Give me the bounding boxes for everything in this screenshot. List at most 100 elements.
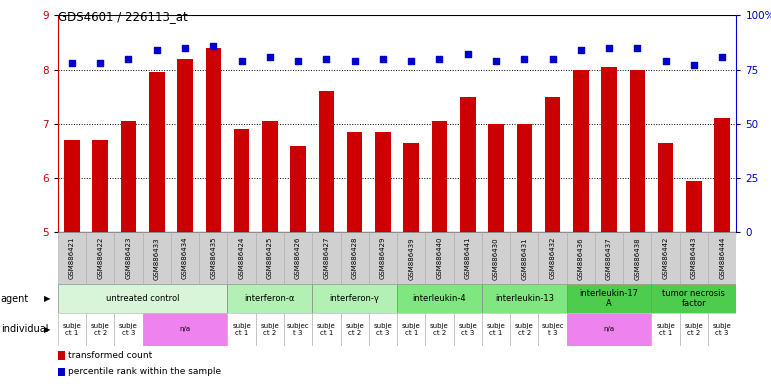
Point	[547, 56, 559, 62]
Bar	[708, 313, 736, 346]
Text: GSM886443: GSM886443	[691, 237, 697, 280]
Text: agent: agent	[1, 293, 29, 304]
Bar	[64, 140, 79, 232]
Text: GSM886444: GSM886444	[719, 237, 726, 280]
Point	[433, 56, 446, 62]
Bar	[538, 313, 567, 346]
Point	[574, 47, 587, 53]
Bar	[256, 232, 284, 284]
Bar	[488, 124, 503, 232]
Bar	[686, 181, 702, 232]
Point	[518, 56, 530, 62]
Bar	[206, 48, 221, 232]
Bar	[177, 59, 193, 232]
Bar	[58, 368, 66, 376]
Point	[348, 58, 361, 64]
Bar	[227, 284, 312, 313]
Text: subje
ct 2: subje ct 2	[685, 323, 703, 336]
Point	[264, 53, 276, 60]
Bar	[318, 91, 334, 232]
Bar	[58, 313, 86, 346]
Text: interleukin-4: interleukin-4	[412, 294, 466, 303]
Text: GSM886425: GSM886425	[267, 237, 273, 280]
Bar	[680, 232, 708, 284]
Point	[320, 56, 332, 62]
Bar	[715, 118, 730, 232]
Point	[659, 58, 672, 64]
Text: interleukin-13: interleukin-13	[495, 294, 554, 303]
Bar	[680, 313, 708, 346]
Bar	[341, 313, 369, 346]
Bar	[58, 232, 86, 284]
Bar	[708, 232, 736, 284]
Bar	[199, 232, 227, 284]
Point	[603, 45, 615, 51]
Text: GSM886423: GSM886423	[126, 237, 132, 280]
Point	[94, 60, 106, 66]
Bar	[567, 232, 595, 284]
Text: GSM886422: GSM886422	[97, 237, 103, 280]
Text: subje
ct 3: subje ct 3	[120, 323, 138, 336]
Bar	[517, 124, 532, 232]
Text: subje
ct 1: subje ct 1	[402, 323, 420, 336]
Bar	[651, 313, 680, 346]
Text: untreated control: untreated control	[106, 294, 180, 303]
Point	[490, 58, 502, 64]
Bar	[397, 284, 482, 313]
Text: interferon-γ: interferon-γ	[330, 294, 379, 303]
Bar	[341, 232, 369, 284]
Point	[688, 62, 700, 68]
Bar	[510, 232, 538, 284]
Text: GSM886437: GSM886437	[606, 237, 612, 280]
Text: GSM886426: GSM886426	[295, 237, 301, 280]
Bar	[630, 70, 645, 232]
Bar	[312, 232, 341, 284]
Point	[377, 56, 389, 62]
Text: subje
ct 3: subje ct 3	[374, 323, 392, 336]
Text: subje
ct 3: subje ct 3	[459, 323, 477, 336]
Bar	[453, 313, 482, 346]
Point	[716, 53, 729, 60]
Bar	[149, 72, 164, 232]
Bar	[482, 232, 510, 284]
Bar	[312, 284, 397, 313]
Bar	[538, 232, 567, 284]
Bar	[623, 232, 651, 284]
Bar	[121, 121, 136, 232]
Bar	[58, 284, 227, 313]
Point	[66, 60, 78, 66]
Text: GSM886428: GSM886428	[352, 237, 358, 280]
Bar	[375, 132, 391, 232]
Bar	[567, 313, 651, 346]
Bar	[460, 97, 476, 232]
Text: subje
ct 1: subje ct 1	[232, 323, 251, 336]
Bar	[567, 284, 651, 313]
Bar	[227, 232, 256, 284]
Bar	[426, 313, 453, 346]
Text: n/a: n/a	[604, 326, 614, 332]
Bar	[347, 132, 362, 232]
Bar	[227, 313, 256, 346]
Text: GSM886433: GSM886433	[153, 237, 160, 280]
Text: subjec
t 3: subjec t 3	[541, 323, 564, 336]
Text: subje
ct 3: subje ct 3	[713, 323, 732, 336]
Text: GDS4601 / 226113_at: GDS4601 / 226113_at	[58, 10, 187, 23]
Bar	[651, 284, 736, 313]
Bar	[482, 313, 510, 346]
Point	[179, 45, 191, 51]
Text: GSM886436: GSM886436	[577, 237, 584, 280]
Bar	[312, 313, 341, 346]
Text: subje
ct 1: subje ct 1	[487, 323, 505, 336]
Text: GSM886421: GSM886421	[69, 237, 75, 280]
Bar	[651, 232, 680, 284]
Bar	[291, 146, 306, 232]
Bar	[573, 70, 588, 232]
Text: subje
ct 1: subje ct 1	[656, 323, 675, 336]
Point	[123, 56, 135, 62]
Bar	[397, 232, 426, 284]
Text: subje
ct 2: subje ct 2	[261, 323, 279, 336]
Bar	[284, 232, 312, 284]
Text: GSM886434: GSM886434	[182, 237, 188, 280]
Bar	[58, 351, 66, 360]
Text: GSM886440: GSM886440	[436, 237, 443, 280]
